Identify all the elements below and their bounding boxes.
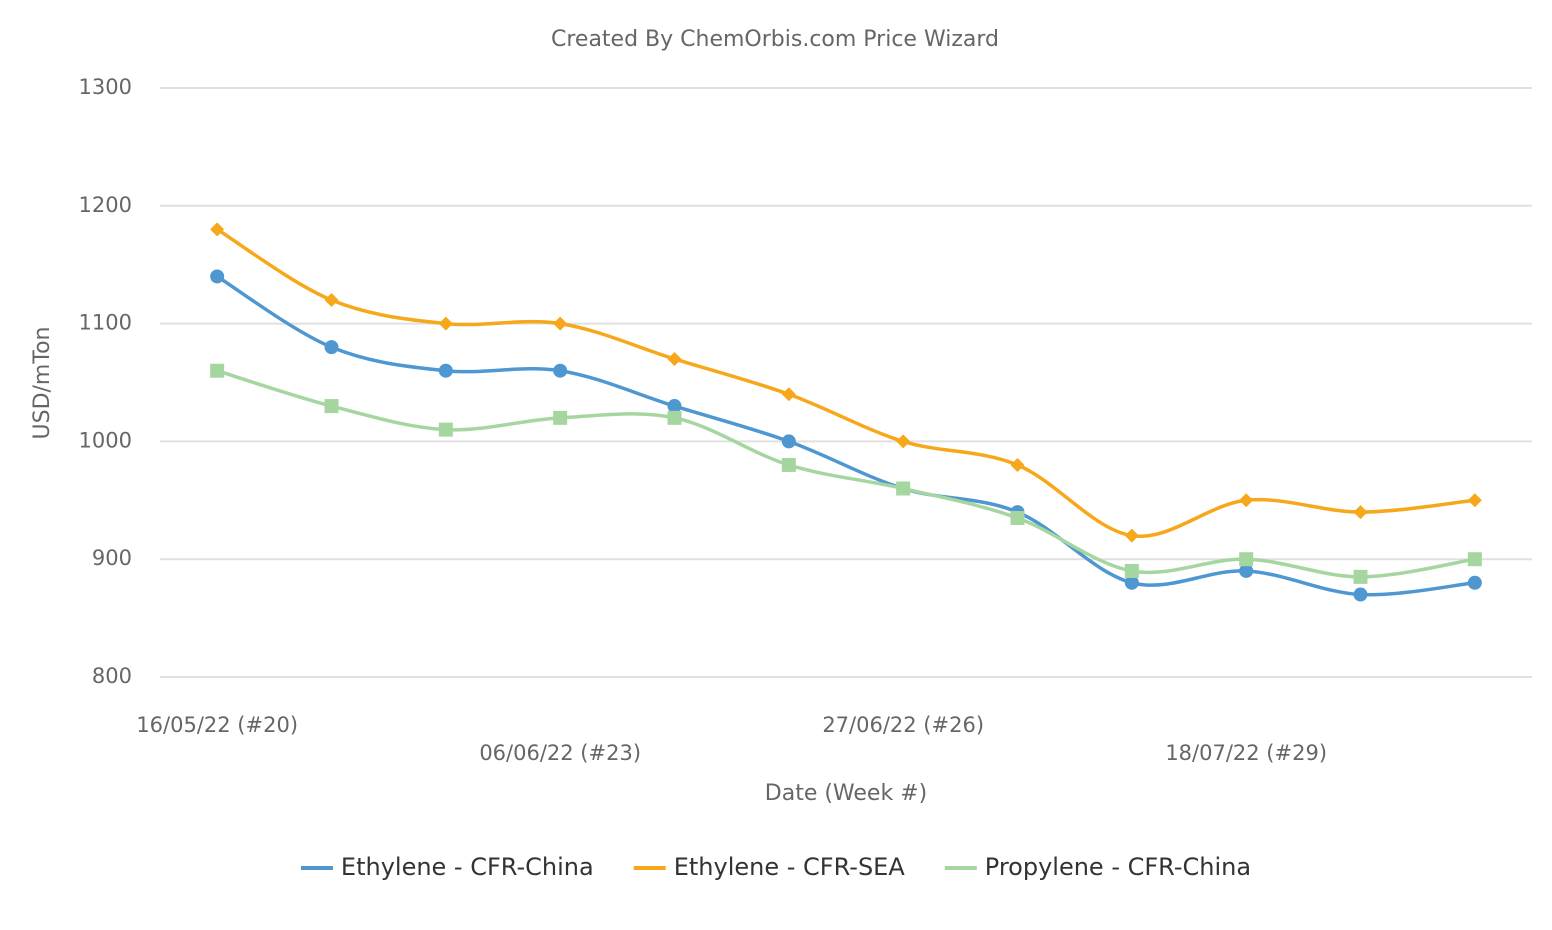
x-tick-label: 16/05/22 (#20) bbox=[136, 713, 298, 737]
y-tick-label: 1000 bbox=[79, 428, 132, 452]
x-tick-label: 27/06/22 (#26) bbox=[822, 713, 984, 737]
series-line bbox=[216, 227, 1476, 539]
data-point bbox=[1353, 505, 1368, 520]
data-point bbox=[1239, 552, 1254, 567]
data-point bbox=[553, 410, 568, 425]
legend: Ethylene - CFR-China Ethylene - CFR-SEA Pr… bbox=[300, 853, 1251, 881]
data-point bbox=[667, 410, 682, 425]
legend-item: Ethylene - CFR-SEA bbox=[633, 853, 906, 881]
data-point bbox=[438, 363, 453, 378]
data-point bbox=[667, 351, 682, 366]
data-point bbox=[210, 222, 225, 237]
y-tick-label: 1100 bbox=[79, 311, 132, 335]
data-point bbox=[324, 293, 339, 308]
data-point bbox=[1124, 563, 1139, 578]
data-point bbox=[1239, 563, 1254, 578]
x-tick-label: 18/07/22 (#29) bbox=[1165, 741, 1327, 765]
legend-label: Ethylene - CFR-SEA bbox=[674, 853, 906, 881]
data-point bbox=[438, 316, 453, 331]
data-point bbox=[553, 363, 568, 378]
data-point bbox=[1467, 552, 1482, 567]
chart-title: Created By ChemOrbis.com Price Wizard bbox=[551, 27, 999, 52]
x-axis-label: Date (Week #) bbox=[765, 781, 927, 806]
data-point bbox=[1010, 510, 1025, 525]
data-point bbox=[1467, 493, 1482, 508]
data-point bbox=[210, 269, 225, 284]
legend-item: Propylene - CFR-China bbox=[944, 853, 1251, 881]
data-point bbox=[1467, 575, 1482, 590]
data-point bbox=[896, 481, 911, 496]
data-point bbox=[1239, 493, 1254, 508]
legend-label: Ethylene - CFR-China bbox=[341, 853, 594, 881]
data-point bbox=[667, 399, 682, 414]
data-point bbox=[1124, 528, 1139, 543]
legend-label: Propylene - CFR-China bbox=[985, 853, 1251, 881]
legend-item: Ethylene - CFR-China bbox=[300, 853, 594, 881]
data-point bbox=[210, 363, 225, 378]
y-tick-label: 1300 bbox=[79, 75, 132, 99]
y-axis-label: USD/mTon bbox=[30, 327, 55, 440]
data-point bbox=[324, 340, 339, 355]
data-point bbox=[1124, 575, 1139, 590]
y-tick-label: 800 bbox=[92, 664, 132, 688]
x-tick-label: 06/06/22 (#23) bbox=[479, 741, 641, 765]
data-point bbox=[1353, 569, 1368, 584]
y-tick-label: 900 bbox=[92, 546, 132, 570]
data-point bbox=[438, 422, 453, 437]
data-point bbox=[1010, 457, 1025, 472]
series-line bbox=[216, 369, 1476, 579]
data-point bbox=[324, 399, 339, 414]
data-point bbox=[896, 434, 911, 449]
y-tick-label: 1200 bbox=[79, 193, 132, 217]
data-point bbox=[1353, 587, 1368, 602]
data-point bbox=[781, 457, 796, 472]
data-point bbox=[781, 387, 796, 402]
data-point bbox=[553, 316, 568, 331]
data-point bbox=[781, 434, 796, 449]
